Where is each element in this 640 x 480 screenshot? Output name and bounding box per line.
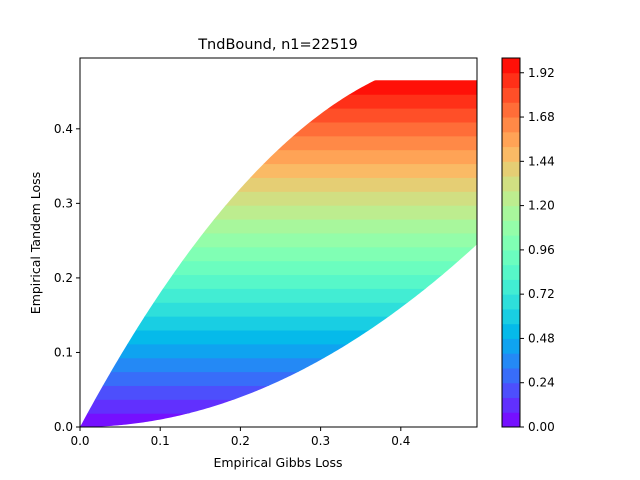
colorbar-tick-label: 1.20 <box>528 199 555 213</box>
y-tick-label: 0.4 <box>54 122 73 136</box>
colorbar-tick-label: 0.96 <box>528 243 555 257</box>
contour-band <box>80 121 477 137</box>
contour-band <box>80 343 477 359</box>
contour-band <box>80 399 477 414</box>
colorbar-segment <box>502 235 520 251</box>
colorbar-segment <box>502 249 520 266</box>
x-tick-label: 0.0 <box>70 434 89 448</box>
contour-band <box>80 218 477 234</box>
colorbar-tick-label: 1.44 <box>528 154 555 168</box>
contour-band <box>80 357 477 373</box>
colorbar-segment <box>502 397 520 413</box>
colorbar-segment <box>502 190 520 207</box>
contour-band <box>80 135 477 151</box>
y-axis-label: Empirical Tandem Loss <box>28 172 43 314</box>
colorbar-segment <box>502 131 520 148</box>
colorbar-segment <box>502 220 520 236</box>
colorbar-segment <box>502 176 520 192</box>
x-tick-label: 0.2 <box>231 434 250 448</box>
contour-band <box>80 163 477 178</box>
colorbar-tick-label: 1.92 <box>528 66 555 80</box>
y-tick-label: 0.0 <box>54 420 73 434</box>
y-axis-ticks: 0.0 0.1 0.2 0.3 0.4 <box>54 122 80 434</box>
colorbar-segment <box>502 412 520 428</box>
contour-band <box>80 385 477 400</box>
colorbar-segment <box>502 102 520 118</box>
contour-band <box>80 80 477 95</box>
contour-band <box>80 246 477 262</box>
contour-band <box>80 205 477 220</box>
y-tick-label: 0.1 <box>54 345 73 359</box>
contour-band <box>80 329 477 345</box>
contour-band <box>80 288 477 303</box>
colorbar-tick-label: 1.68 <box>528 110 555 124</box>
contour-band <box>80 191 477 206</box>
colorbar-segment <box>502 146 520 162</box>
colorbar-segment <box>502 87 520 103</box>
plot-frame <box>79 57 478 428</box>
colorbar-frame <box>501 57 521 428</box>
contour-band <box>80 108 477 123</box>
colorbar <box>502 58 520 428</box>
contour-band <box>80 274 477 289</box>
colorbar-segment <box>502 382 520 398</box>
x-tick-label: 0.3 <box>311 434 330 448</box>
colorbar-segment <box>502 161 520 177</box>
colorbar-tick-label: 0.00 <box>528 420 555 434</box>
colorbar-tick-label: 0.48 <box>528 331 555 345</box>
x-tick-label: 0.4 <box>391 434 410 448</box>
x-axis-ticks: 0.0 0.1 0.2 0.3 0.4 <box>70 427 410 448</box>
colorbar-segment <box>502 308 520 325</box>
contour-band <box>80 94 477 109</box>
contour-band <box>80 177 477 192</box>
colorbar-segment <box>502 264 520 280</box>
x-tick-label: 0.1 <box>151 434 170 448</box>
colorbar-segment <box>502 353 520 369</box>
colorbar-tick-label: 0.72 <box>528 287 555 301</box>
x-axis-label: Empirical Gibbs Loss <box>213 455 342 470</box>
contour-band <box>80 371 477 386</box>
colorbar-segment <box>502 367 520 384</box>
contour-bands <box>80 80 477 428</box>
contour-band <box>80 232 477 248</box>
chart-title: TndBound, n1=22519 <box>197 37 358 53</box>
colorbar-segment <box>502 58 520 74</box>
colorbar-segment <box>502 117 520 133</box>
contour-band <box>80 149 477 165</box>
colorbar-segment <box>502 338 520 354</box>
colorbar-segment <box>502 279 520 295</box>
contour-band <box>80 302 477 317</box>
colorbar-tick-label: 0.24 <box>528 376 555 390</box>
colorbar-segment <box>502 323 520 339</box>
y-tick-label: 0.2 <box>54 271 73 285</box>
colorbar-segment <box>502 205 520 221</box>
contour-band <box>80 260 477 276</box>
colorbar-segment <box>502 294 520 310</box>
colorbar-ticks: 0.00 0.24 0.48 0.72 0.96 1.20 1.44 1.68 1.92 <box>520 66 555 434</box>
colorbar-segment <box>502 72 520 89</box>
contour-band <box>80 316 477 331</box>
y-tick-label: 0.3 <box>54 196 73 210</box>
contour-band <box>80 413 477 428</box>
